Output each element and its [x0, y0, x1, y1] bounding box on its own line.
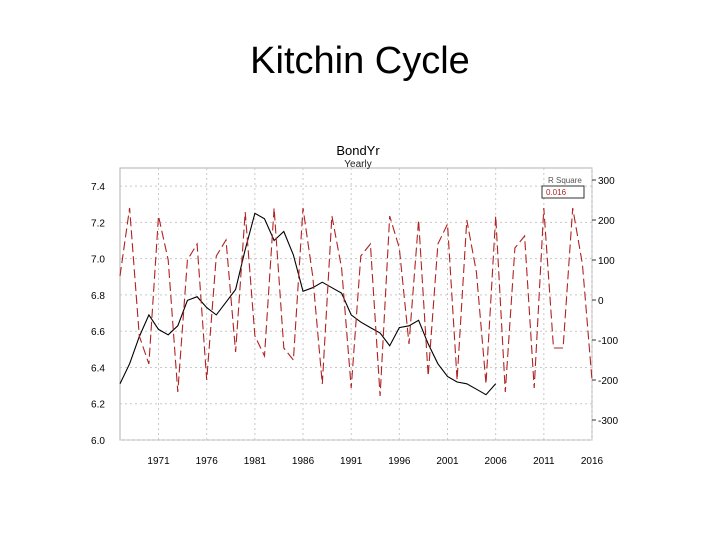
tick-layer: 1971 1976 1981 1986 1991 1996 2001 2006 2011 2016…: [91, 176, 618, 467]
x-tick-label: 2011: [533, 456, 555, 467]
x-tick-label: 1981: [244, 456, 267, 467]
x-tick-label: 1986: [292, 456, 315, 467]
legend: R Square 0.016: [541, 176, 585, 199]
x-tick-label: 1996: [388, 456, 411, 467]
x-tick-label: 1976: [196, 456, 219, 467]
y-left-tick-label: 6.0: [91, 436, 105, 447]
x-tick-label: 2006: [485, 456, 508, 467]
y-left-tick-label: 6.2: [91, 400, 105, 411]
chart-title: BondYr: [336, 143, 380, 158]
legend-value: 0.016: [546, 188, 567, 197]
x-tick-label: 2016: [581, 456, 604, 467]
plot-area: [119, 167, 593, 441]
legend-label: R Square: [548, 176, 582, 185]
y-left-tick-label: 6.4: [91, 363, 105, 374]
y-right-tick-label: 0: [598, 296, 604, 307]
y-right-tick-label: -200: [598, 376, 618, 387]
series-line-left-axis: [119, 212, 497, 396]
x-tick-label: 1971: [147, 456, 170, 467]
y-right-tick-label: 300: [598, 176, 615, 187]
y-right-tick-label: 200: [598, 216, 615, 227]
y-left-tick-label: 7.4: [91, 182, 105, 193]
y-right-tick-label: -300: [598, 416, 618, 427]
x-tick-label: 1991: [340, 456, 363, 467]
y-left-tick-label: 7.2: [91, 218, 105, 229]
y-right-tick-label: -100: [598, 336, 618, 347]
legend-box: [541, 185, 585, 199]
y-left-tick-label: 7.0: [91, 255, 105, 266]
y-right-tick-label: 100: [598, 256, 615, 267]
y-left-tick-label: 6.6: [91, 327, 105, 338]
x-tick-label: 2001: [436, 456, 459, 467]
chart-subtitle: Yearly: [344, 159, 371, 170]
series-line-right-axis: [119, 207, 593, 397]
y-left-tick-label: 6.8: [91, 291, 105, 302]
slide-title: Kitchin Cycle: [250, 40, 470, 82]
series-layer: [119, 207, 593, 397]
